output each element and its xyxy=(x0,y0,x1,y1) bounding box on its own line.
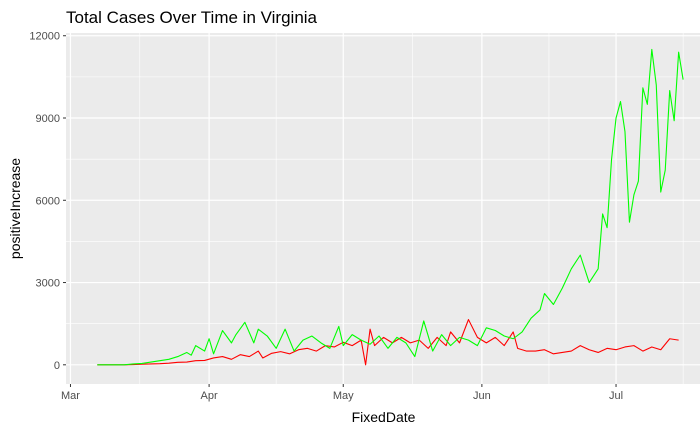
series-line-2 xyxy=(97,48,684,366)
gridlines xyxy=(66,33,700,384)
y-tick-label: 0 xyxy=(54,360,60,372)
x-tick-label: Apr xyxy=(201,390,218,402)
x-tick-label: Jul xyxy=(609,390,623,402)
y-tick-label: 9000 xyxy=(36,113,60,125)
series-layer xyxy=(97,48,684,366)
series-line-1 xyxy=(97,319,679,366)
x-tick-label: May xyxy=(333,390,354,402)
y-axis-title: positiveIncrease xyxy=(7,158,23,259)
y-tick-label: 12000 xyxy=(29,31,60,43)
y-axis: 0 3000 6000 9000 12000 xyxy=(29,31,66,372)
plot-panel xyxy=(66,33,700,384)
x-tick-label: Jun xyxy=(473,390,491,402)
y-tick-label: 6000 xyxy=(36,195,60,207)
x-tick-label: Mar xyxy=(61,390,80,402)
x-axis: Mar Apr May Jun Jul xyxy=(61,384,623,402)
y-tick-label: 3000 xyxy=(36,278,60,290)
chart-title: Total Cases Over Time in Virginia xyxy=(66,8,318,27)
x-axis-title: FixedDate xyxy=(352,409,416,425)
